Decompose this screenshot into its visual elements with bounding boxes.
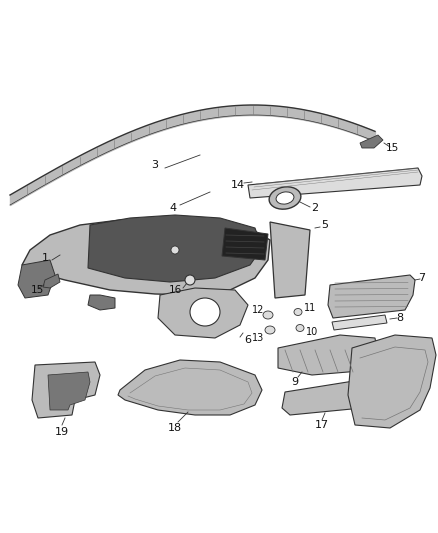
Polygon shape — [328, 275, 415, 318]
Ellipse shape — [265, 326, 275, 334]
Polygon shape — [282, 380, 368, 415]
Text: 9: 9 — [291, 377, 299, 387]
Text: 16: 16 — [168, 285, 182, 295]
Polygon shape — [32, 362, 100, 418]
Polygon shape — [18, 260, 55, 298]
Text: 15: 15 — [30, 285, 44, 295]
Text: 12: 12 — [252, 305, 264, 315]
Text: 18: 18 — [168, 423, 182, 433]
Polygon shape — [43, 274, 60, 288]
Text: 19: 19 — [55, 427, 69, 437]
Polygon shape — [360, 135, 383, 148]
Polygon shape — [222, 228, 268, 260]
Text: 17: 17 — [315, 420, 329, 430]
Ellipse shape — [171, 246, 179, 254]
Text: 2: 2 — [311, 203, 318, 213]
Text: 3: 3 — [152, 160, 159, 170]
Text: 11: 11 — [304, 303, 316, 313]
Polygon shape — [22, 220, 270, 295]
Polygon shape — [88, 215, 262, 282]
Ellipse shape — [269, 187, 301, 209]
Polygon shape — [348, 335, 436, 428]
Text: 8: 8 — [396, 313, 403, 323]
Ellipse shape — [185, 275, 195, 285]
Polygon shape — [48, 372, 90, 410]
Polygon shape — [88, 295, 115, 310]
Text: 15: 15 — [385, 143, 399, 153]
Ellipse shape — [276, 192, 294, 204]
Text: 1: 1 — [42, 253, 49, 263]
Polygon shape — [332, 315, 387, 330]
Text: 7: 7 — [418, 273, 426, 283]
Polygon shape — [158, 288, 248, 338]
Text: 14: 14 — [231, 180, 245, 190]
Polygon shape — [278, 335, 378, 375]
Ellipse shape — [296, 325, 304, 332]
Ellipse shape — [263, 311, 273, 319]
Text: 5: 5 — [321, 220, 328, 230]
Text: 4: 4 — [170, 203, 177, 213]
Ellipse shape — [294, 309, 302, 316]
Polygon shape — [270, 222, 310, 298]
Text: 6: 6 — [244, 335, 251, 345]
Ellipse shape — [190, 298, 220, 326]
Polygon shape — [118, 360, 262, 415]
Polygon shape — [248, 168, 422, 198]
Text: 13: 13 — [252, 333, 264, 343]
Text: 10: 10 — [306, 327, 318, 337]
